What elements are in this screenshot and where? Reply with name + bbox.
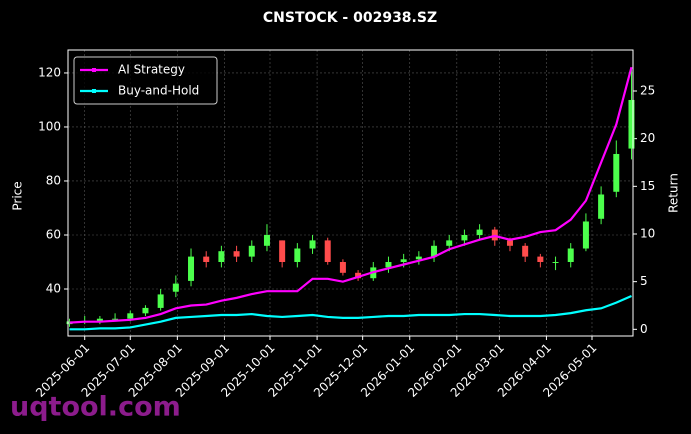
candle-body	[613, 153, 620, 192]
candle-body	[567, 248, 574, 263]
series-line	[69, 294, 632, 331]
candle-body	[324, 240, 331, 263]
candle-body	[157, 294, 164, 308]
candle-body	[431, 245, 438, 257]
y2-tick-label: 0	[640, 322, 648, 336]
y2-tick-label: 5	[640, 274, 648, 288]
candle-body	[415, 256, 422, 260]
candle-body	[309, 240, 316, 249]
candle-body	[598, 194, 605, 219]
candle-body	[339, 262, 346, 273]
candle-body	[385, 262, 392, 268]
y-tick-label: 120	[38, 65, 61, 79]
y2-axis-label: Return	[667, 173, 681, 213]
y2-tick-label: 10	[640, 226, 655, 240]
candle-body	[172, 283, 179, 292]
candle-body	[294, 248, 301, 263]
y-tick-label: 100	[38, 119, 61, 133]
candle-body	[537, 256, 544, 263]
candle-body	[112, 318, 119, 320]
y2-tick-label: 15	[640, 179, 655, 193]
y-tick-label: 80	[46, 173, 61, 187]
candle-body	[127, 313, 134, 319]
candle-body	[263, 234, 270, 246]
candle-body	[279, 240, 286, 263]
candle-body	[188, 256, 195, 281]
legend-label: AI Strategy	[118, 63, 185, 77]
legend-box	[73, 56, 218, 105]
candle-body	[400, 259, 407, 263]
y2-tick-label: 25	[640, 83, 655, 97]
series-line	[69, 66, 633, 324]
candle-body	[461, 234, 468, 241]
candle-body	[96, 318, 103, 322]
candle-body	[522, 245, 529, 257]
y-axis-label: Price	[11, 181, 25, 210]
plot-frame	[67, 49, 634, 337]
y2-tick-label: 20	[640, 131, 655, 145]
candle-body	[233, 251, 240, 257]
watermark: uqtool.com	[10, 392, 181, 423]
candle-body	[355, 272, 362, 279]
legend-label: Buy-and-Hold	[118, 84, 199, 98]
y-tick-label: 60	[46, 227, 61, 241]
candle-body	[203, 256, 210, 263]
candle-body	[582, 221, 589, 249]
candle-body	[446, 240, 453, 246]
candle-body	[142, 307, 149, 314]
candle-body	[66, 321, 73, 325]
legend-marker	[92, 89, 96, 93]
legend-marker	[92, 68, 96, 72]
candle-body	[476, 229, 483, 235]
candle-body	[506, 240, 513, 246]
candle-body	[552, 262, 559, 264]
chart-title: CNSTOCK - 002938.SZ	[263, 10, 437, 26]
candle-body	[248, 245, 255, 257]
y-tick-label: 40	[46, 282, 61, 296]
candle-body	[628, 99, 635, 149]
legend: AI Strategy Buy-and-Hold	[73, 56, 218, 105]
candle-body	[218, 251, 225, 263]
